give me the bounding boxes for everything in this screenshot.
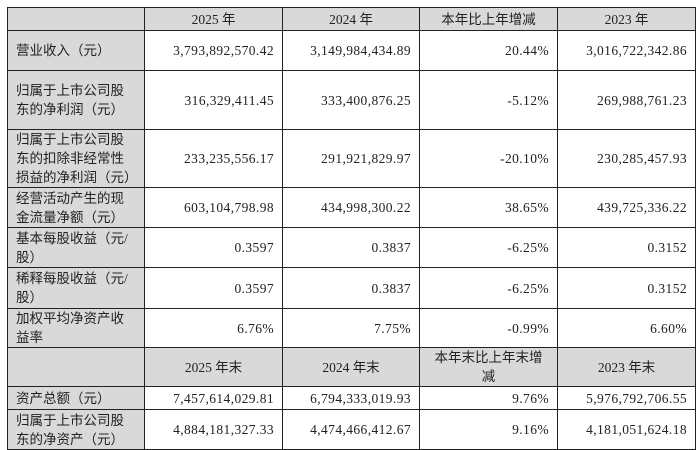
value-2024: 434,998,300.22 — [282, 187, 420, 228]
value-2023: 0.3152 — [557, 267, 696, 309]
value-2023: 4,181,051,624.18 — [557, 409, 696, 450]
column-header: 2024 年 — [282, 7, 420, 31]
financial-summary-table: 2025 年 2024 年本年比上年增减 2023 年营业收入（元） 3,793,89… — [7, 7, 696, 450]
value-2024: 333,400,876.25 — [282, 70, 420, 130]
row-label: 营业收入（元） — [7, 30, 145, 71]
row-label: 归属于上市公司股东的净利润（元） — [7, 70, 145, 130]
value-change: 9.16% — [419, 409, 558, 450]
value-2025: 7,457,614,029.81 — [144, 386, 283, 410]
value-2025: 0.3597 — [144, 227, 283, 268]
value-change: 9.76% — [419, 386, 558, 410]
value-change: -0.99% — [419, 308, 558, 348]
column-header — [7, 347, 145, 387]
value-2023: 230,285,457.93 — [557, 129, 696, 188]
value-2025: 316,329,411.45 — [144, 70, 283, 130]
column-header: 本年末比上年末增减 — [419, 347, 558, 387]
value-2025: 603,104,798.98 — [144, 187, 283, 228]
value-2025: 4,884,181,327.33 — [144, 409, 283, 450]
value-change: -6.25% — [419, 267, 558, 309]
row-label: 加权平均净资产收益率 — [7, 308, 145, 348]
value-2023: 0.3152 — [557, 227, 696, 268]
value-2025: 0.3597 — [144, 267, 283, 309]
value-2023: 3,016,722,342.86 — [557, 30, 696, 71]
value-2023: 269,988,761.23 — [557, 70, 696, 130]
row-label: 稀释每股收益（元/股） — [7, 267, 145, 309]
column-header: 本年比上年增减 — [419, 7, 558, 31]
value-2024: 291,921,829.97 — [282, 129, 420, 188]
header-row: 2025 年 2024 年本年比上年增减 2023 年 — [7, 7, 696, 31]
value-change: -5.12% — [419, 70, 558, 130]
table-row: 加权平均净资产收益率 6.76% 7.75% -0.99% 6.60% — [7, 308, 696, 348]
table-row: 归属于上市公司股东的净利润（元） 316,329,411.45 333,400,87… — [7, 70, 696, 130]
value-2025: 3,793,892,570.42 — [144, 30, 283, 71]
value-2024: 6,794,333,019.93 — [282, 386, 420, 410]
value-2024: 0.3837 — [282, 267, 420, 309]
table-row: 基本每股收益（元/股） 0.3597 0.3837 -6.25% 0.3152 — [7, 227, 696, 268]
column-header — [7, 7, 145, 31]
value-2024: 7.75% — [282, 308, 420, 348]
table-row: 营业收入（元） 3,793,892,570.42 3,149,984,434.89 2… — [7, 30, 696, 71]
value-2024: 4,474,466,412.67 — [282, 409, 420, 450]
row-label: 基本每股收益（元/股） — [7, 227, 145, 268]
value-2024: 0.3837 — [282, 227, 420, 268]
value-change: -6.25% — [419, 227, 558, 268]
row-label: 归属于上市公司股东的净资产（元） — [7, 409, 145, 450]
table-row: 归属于上市公司股东的净资产（元） 4,884,181,327.33 4,474,46… — [7, 409, 696, 450]
value-change: 38.65% — [419, 187, 558, 228]
table-row: 归属于上市公司股东的扣除非经常性损益的净利润（元） 233,235,556.17 2… — [7, 129, 696, 188]
column-header: 2025 年末 — [144, 347, 283, 387]
value-2023: 6.60% — [557, 308, 696, 348]
table-row: 资产总额（元） 7,457,614,029.81 6,794,333,019.93 9… — [7, 386, 696, 410]
value-change: -20.10% — [419, 129, 558, 188]
column-header: 2023 年末 — [557, 347, 696, 387]
column-header: 2023 年 — [557, 7, 696, 31]
value-2025: 233,235,556.17 — [144, 129, 283, 188]
table-row: 稀释每股收益（元/股） 0.3597 0.3837 -6.25% 0.3152 — [7, 267, 696, 309]
value-2024: 3,149,984,434.89 — [282, 30, 420, 71]
value-2025: 6.76% — [144, 308, 283, 348]
row-label: 资产总额（元） — [7, 386, 145, 410]
value-2023: 5,976,792,706.55 — [557, 386, 696, 410]
table-row: 经营活动产生的现金流量净额（元） 603,104,798.98 434,998,30… — [7, 187, 696, 228]
value-2023: 439,725,336.22 — [557, 187, 696, 228]
row-label: 经营活动产生的现金流量净额（元） — [7, 187, 145, 228]
row-label: 归属于上市公司股东的扣除非经常性损益的净利润（元） — [7, 129, 145, 188]
column-header: 2024 年末 — [282, 347, 420, 387]
column-header: 2025 年 — [144, 7, 283, 31]
header-row: 2025 年末 2024 年末 本年末比上年末增减 2023 年末 — [7, 347, 696, 387]
value-change: 20.44% — [419, 30, 558, 71]
